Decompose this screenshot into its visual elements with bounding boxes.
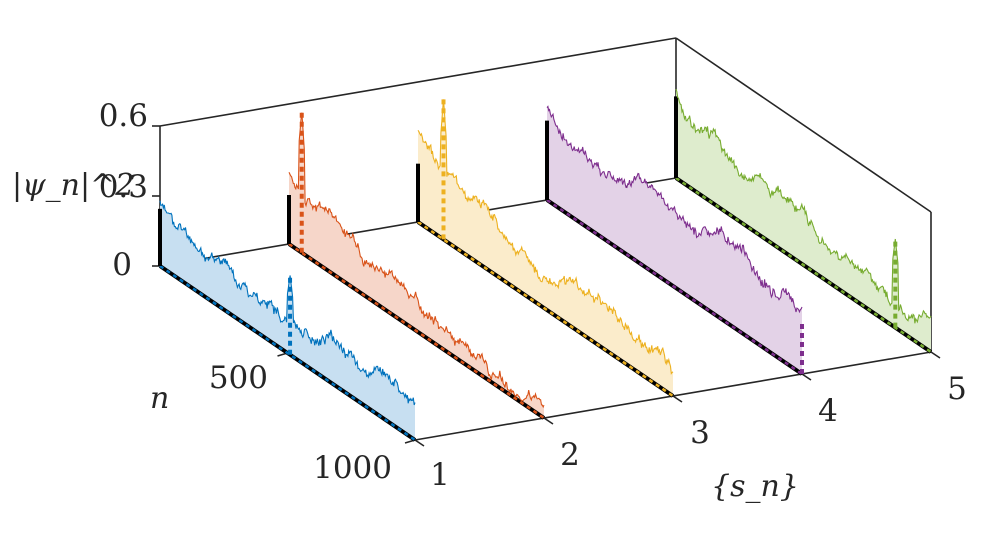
series-s4 (545, 105, 804, 376)
series-baseline-dash (675, 176, 932, 354)
z-axis-label: |ψ_n|^2 (12, 168, 134, 203)
series-baseline-dash (546, 198, 803, 376)
series-s5 (674, 88, 933, 354)
s-tick (672, 395, 683, 403)
n-axis-label: n (150, 381, 169, 416)
series-line (159, 200, 416, 406)
z-tick-label: 0.6 (99, 98, 148, 134)
s-tick (801, 373, 812, 381)
series-area (676, 89, 931, 352)
series-area (547, 106, 802, 374)
s-tick-label: 1 (430, 457, 450, 493)
s-tick (414, 439, 425, 447)
n-tick-label: 500 (209, 360, 268, 396)
s-tick-label: 5 (947, 371, 967, 407)
series-layer (158, 88, 933, 442)
series-area (289, 112, 544, 418)
series-s3 (416, 99, 675, 398)
series-line (288, 112, 545, 409)
s-tick (543, 417, 554, 425)
series-s1 (158, 200, 417, 442)
axis-edge (159, 37, 677, 127)
series-line (675, 88, 932, 324)
series-baseline-dash (159, 264, 416, 442)
series-baseline-dash (417, 220, 674, 398)
z-tick-label: 0 (112, 247, 132, 283)
s-tick-label: 4 (818, 393, 838, 429)
s-axis-label: {s_n} (711, 469, 799, 504)
axis-edge (675, 37, 932, 213)
axis-labels: 0 0.3 0.6 |ψ_n|^2 500 1000 n 1 2 3 4 5 {… (12, 98, 967, 504)
series-line (417, 99, 674, 375)
s-tick-label: 2 (560, 437, 580, 473)
z-tick-label: 0.3 (99, 169, 148, 205)
s-tick-label: 3 (690, 415, 710, 451)
series-baseline-dash (288, 242, 545, 420)
n-tick-label: 1000 (313, 450, 392, 486)
s-tick (930, 351, 941, 359)
series-line (546, 105, 803, 314)
series-s2 (287, 112, 546, 420)
series-area (418, 99, 673, 397)
